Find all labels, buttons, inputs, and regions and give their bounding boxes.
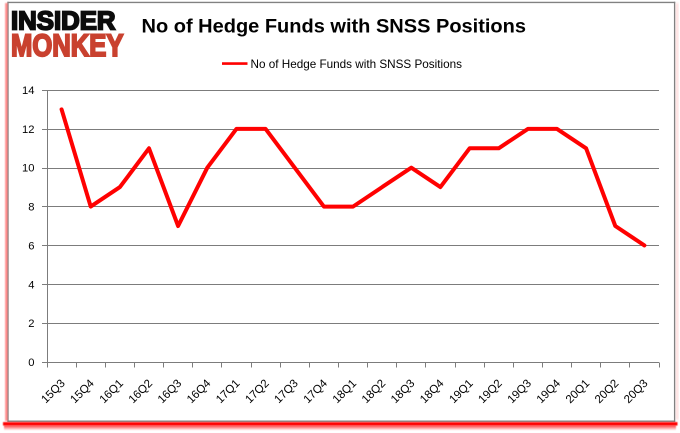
svg-text:No of Hedge Funds with SNSS Po: No of Hedge Funds with SNSS Positions <box>142 16 527 37</box>
svg-text:MONKEY: MONKEY <box>11 27 124 63</box>
svg-text:6: 6 <box>28 240 34 252</box>
svg-text:8: 8 <box>28 202 34 214</box>
svg-text:14: 14 <box>22 85 34 97</box>
svg-text:INSIDER: INSIDER <box>11 8 116 36</box>
svg-text:4: 4 <box>28 279 34 291</box>
svg-text:0: 0 <box>28 357 34 369</box>
svg-text:12: 12 <box>22 124 34 136</box>
svg-text:No of Hedge Funds with SNSS Po: No of Hedge Funds with SNSS Positions <box>251 57 463 71</box>
svg-text:10: 10 <box>22 163 34 175</box>
svg-text:2: 2 <box>28 318 34 330</box>
